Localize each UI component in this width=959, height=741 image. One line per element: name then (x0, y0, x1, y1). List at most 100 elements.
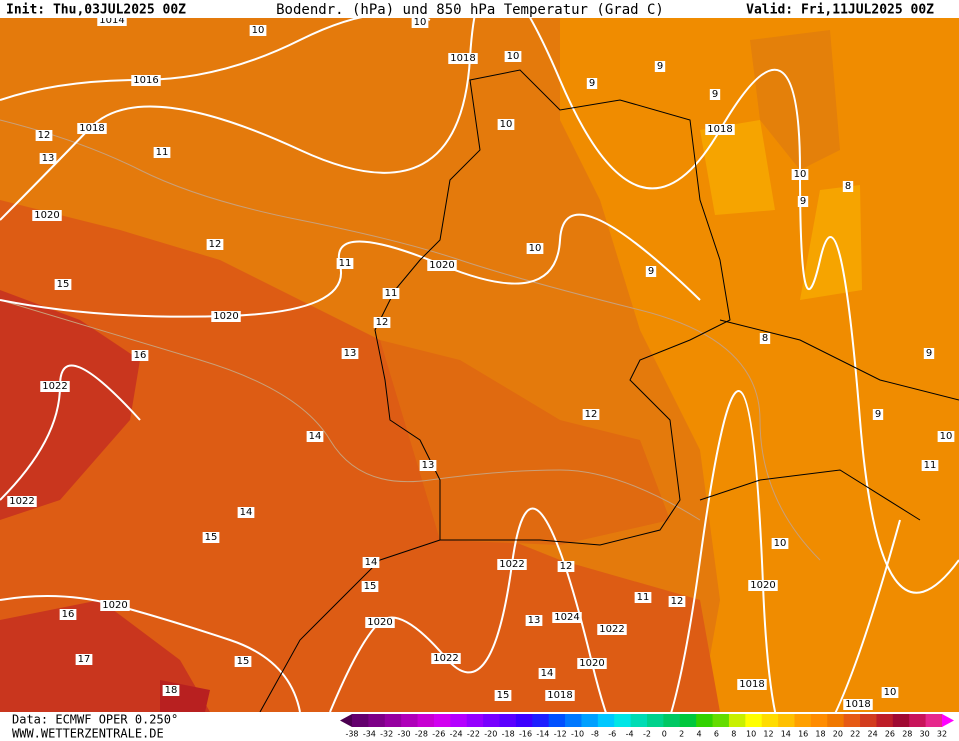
contour-label: 14 (365, 557, 378, 568)
color-bar-label: 16 (798, 730, 808, 739)
contour-label: 1020 (367, 617, 392, 628)
contour-label-box (545, 690, 575, 701)
color-swatch (466, 714, 484, 727)
color-swatch (548, 714, 566, 727)
color-swatch (565, 714, 582, 727)
color-swatch (532, 714, 550, 727)
contour-label-box (759, 333, 771, 344)
contour-label-box (709, 89, 721, 100)
contour-label-box (538, 668, 556, 679)
contour-label: 8 (762, 333, 768, 344)
color-swatch (745, 714, 763, 727)
contour-label-box (382, 288, 400, 299)
color-bar-label: 24 (867, 730, 877, 739)
contour-label: 11 (385, 288, 398, 299)
contour-label-box (211, 311, 241, 322)
color-swatch (778, 714, 795, 727)
contour-label-box (842, 181, 854, 192)
color-swatch (663, 714, 681, 727)
contour-label-box (77, 123, 107, 134)
color-swatch (728, 714, 746, 727)
contour-label-box (365, 617, 395, 628)
contour-label: 11 (924, 460, 937, 471)
contour-label-box (525, 615, 543, 626)
isobar (0, 213, 701, 318)
contour-label: 10 (414, 17, 427, 28)
contour-label: 1014 (99, 15, 124, 26)
color-swatch (679, 714, 697, 727)
contour-label-box (654, 61, 666, 72)
color-swatch (810, 714, 828, 727)
color-bar-label: -22 (467, 730, 480, 739)
contour-label: 1022 (433, 653, 458, 664)
contour-label-box (705, 124, 735, 135)
color-swatch (450, 714, 468, 727)
color-bar-label: -24 (450, 730, 463, 739)
color-swatch (647, 714, 664, 727)
header-bar (0, 0, 959, 18)
color-swatch (909, 714, 927, 727)
color-bar-label: -20 (484, 730, 497, 739)
color-bar-label: -16 (519, 730, 532, 739)
contour-label-box (59, 609, 77, 620)
color-bar-end (942, 714, 954, 727)
contour-label-box (7, 496, 37, 507)
contour-label: 9 (712, 89, 718, 100)
contour-label: 14 (240, 507, 253, 518)
color-swatch (843, 714, 861, 727)
color-swatch (433, 714, 451, 727)
color-swatch (483, 714, 500, 727)
color-bar-label: -10 (571, 730, 584, 739)
contour-label-box (843, 699, 873, 710)
color-swatch (581, 714, 599, 727)
color-bar-label: 20 (833, 730, 843, 739)
contour-label-box (306, 431, 324, 442)
contour-label-box (791, 169, 809, 180)
contour-label-box (737, 679, 767, 690)
title: Bodendr. (hPa) und 850 hPa Temperatur (G… (276, 2, 664, 18)
contour-label-box (497, 559, 527, 570)
color-swatch (384, 714, 402, 727)
contour-label: 1022 (42, 381, 67, 392)
contour-label: 9 (875, 409, 881, 420)
color-swatch (614, 714, 632, 727)
color-bar-label: 6 (714, 730, 719, 739)
contour-label: 13 (42, 153, 55, 164)
contour-label-box (797, 196, 809, 207)
contour-label: 13 (344, 348, 357, 359)
contour-label: 9 (648, 266, 654, 277)
hot-west (0, 290, 140, 520)
contour-label-box (97, 15, 127, 26)
contour-label: 1020 (213, 311, 238, 322)
color-bar-label: 32 (937, 730, 947, 739)
contour-label-box (881, 687, 899, 698)
color-bar-label: 2 (679, 730, 684, 739)
contour-label-box (131, 75, 161, 86)
color-bar-label: 4 (697, 730, 702, 739)
contour-label: 14 (541, 668, 554, 679)
contour-label: 12 (209, 239, 222, 250)
temperature-contour (0, 299, 701, 521)
contour-label-box (153, 147, 171, 158)
color-bar-label: -2 (643, 730, 651, 739)
contour-label-box (921, 460, 939, 471)
contour-label: 10 (252, 25, 265, 36)
color-bar-label: 14 (781, 730, 791, 739)
contour-label: 1022 (9, 496, 34, 507)
contour-label-box (427, 260, 457, 271)
contour-label: 9 (589, 78, 595, 89)
cool-patch (800, 185, 862, 300)
contour-label: 1024 (554, 612, 579, 623)
contour-label-box (32, 210, 62, 221)
temperature-contour (0, 119, 821, 561)
contour-label-box (586, 78, 598, 89)
contour-label-box (202, 532, 220, 543)
color-swatch (876, 714, 894, 727)
contour-label: 1022 (599, 624, 624, 635)
contour-label: 11 (637, 592, 650, 603)
color-bar-label: 0 (662, 730, 667, 739)
contour-label: 15 (205, 532, 218, 543)
color-swatch (925, 714, 943, 727)
